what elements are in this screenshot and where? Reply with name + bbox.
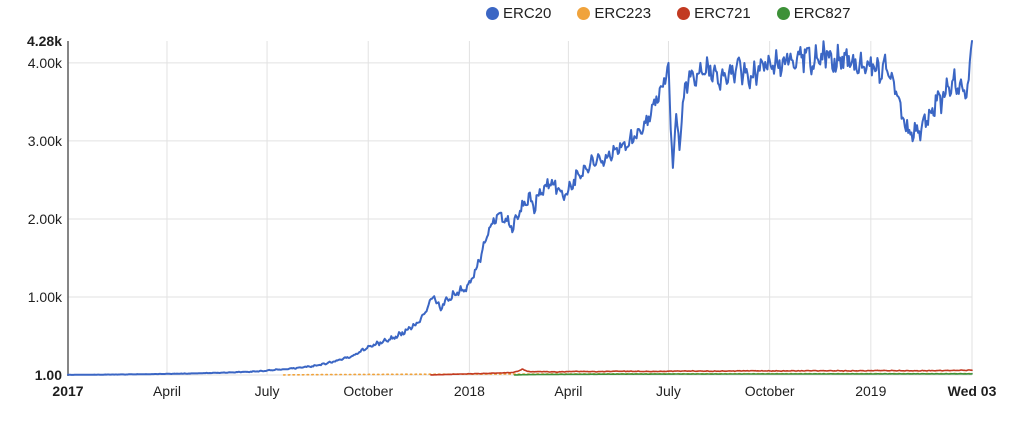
y-axis-tick-labels: 4.28k 4.00k 3.00k 2.00k 1.00k 1.00 [27, 33, 63, 383]
y-tick-label: 2.00k [28, 211, 63, 227]
x-tick-label: April [554, 383, 582, 399]
legend-label: ERC20 [503, 5, 552, 22]
x-tick-label: 2019 [855, 383, 886, 399]
legend-label: ERC223 [594, 5, 652, 22]
legend-item-erc827[interactable]: ERC827 [776, 5, 851, 22]
legend-item-erc20[interactable]: ERC20 [486, 5, 551, 22]
circle-icon [577, 7, 591, 20]
x-axis-tick-labels: 2017 April July October 2018 April July October… [52, 383, 996, 399]
circle-icon [677, 7, 691, 20]
series-line-erc20 [67, 40, 973, 376]
y-tick-label: 4.00k [28, 55, 63, 71]
legend-item-erc721[interactable]: ERC721 [677, 5, 751, 22]
x-tick-label: Wed 03 [948, 383, 997, 399]
y-tick-label: 1.00k [28, 289, 63, 305]
y-tick-label: 1.00 [35, 367, 62, 383]
series-line-erc827 [513, 372, 973, 376]
grid-layer [68, 41, 973, 376]
x-tick-label: April [153, 383, 181, 399]
legend-label: ERC721 [694, 5, 751, 22]
chart-legend: ERC20 ERC223 ERC721 ERC827 [486, 5, 850, 22]
y-tick-label: 4.28k [27, 33, 62, 49]
series-line-erc721 [430, 368, 973, 376]
x-tick-label: July [656, 383, 681, 399]
x-tick-label: October [745, 383, 795, 399]
legend-item-erc223[interactable]: ERC223 [577, 5, 651, 22]
circle-icon [776, 7, 790, 20]
x-tick-label: July [255, 383, 280, 399]
x-tick-label: 2017 [52, 383, 83, 399]
series-layer [67, 40, 973, 376]
x-tick-label: 2018 [454, 383, 485, 399]
circle-icon [486, 7, 499, 20]
legend-label: ERC827 [793, 5, 851, 22]
x-tick-label: October [343, 383, 393, 399]
y-tick-label: 3.00k [28, 133, 63, 149]
